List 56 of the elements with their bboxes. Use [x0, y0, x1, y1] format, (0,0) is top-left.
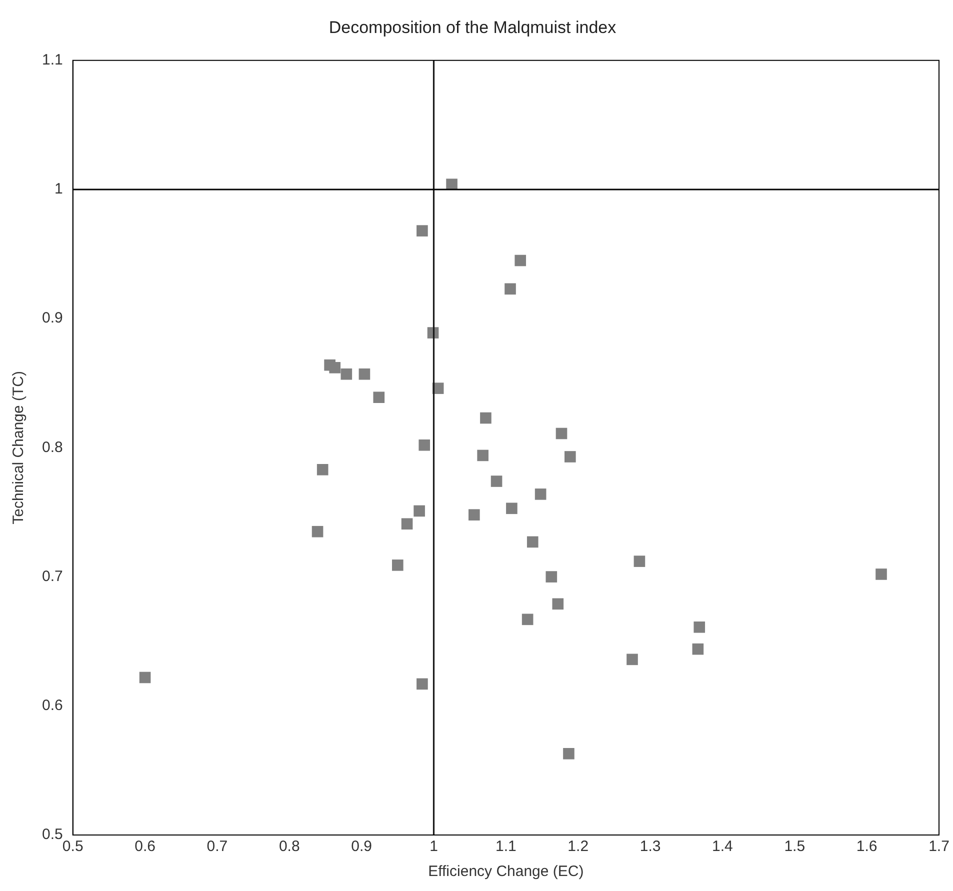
point — [556, 428, 568, 440]
point — [312, 526, 324, 538]
y-tick-label: 0.5 — [42, 826, 63, 844]
point — [480, 412, 492, 424]
chart-title: Decomposition of the Malqmuist index — [328, 18, 617, 37]
x-axis-title: Efficiency Change (EC) — [428, 863, 584, 880]
point — [316, 464, 328, 476]
point — [418, 439, 430, 451]
point — [552, 598, 564, 610]
point — [401, 518, 413, 530]
point — [392, 560, 404, 571]
x-tick-label: 1.7 — [928, 838, 950, 856]
x-tick-label: 1 — [430, 838, 438, 856]
point — [546, 571, 558, 582]
x-tick-label: 0.7 — [206, 838, 228, 856]
point — [634, 556, 646, 567]
point — [358, 368, 370, 380]
point — [626, 654, 638, 666]
point — [373, 392, 385, 404]
point — [506, 502, 518, 514]
point — [522, 614, 534, 626]
point — [329, 362, 341, 374]
x-tick-label: 1.4 — [712, 838, 733, 856]
x-tick-label: 0.6 — [134, 838, 156, 856]
x-tick-label: 1.1 — [495, 838, 516, 856]
point — [564, 451, 576, 462]
point — [416, 225, 428, 236]
y-tick-label: 0.7 — [42, 568, 63, 585]
y-tick-label: 0.9 — [42, 310, 63, 327]
point — [692, 643, 704, 655]
x-tick-label: 1.6 — [856, 838, 878, 856]
x-tick-label: 1.3 — [640, 838, 661, 856]
point — [563, 748, 574, 760]
point — [468, 509, 480, 520]
y-tick-label: 0.6 — [42, 697, 63, 714]
x-tick-label: 1.5 — [784, 838, 806, 856]
point — [694, 621, 706, 633]
x-tick-label: 0.5 — [62, 838, 84, 856]
y-tick-label: 1 — [54, 180, 63, 198]
point — [416, 678, 428, 690]
x-tick-label: 0.8 — [278, 838, 300, 856]
point — [414, 505, 425, 517]
point — [876, 568, 887, 580]
y-axis-title: Technical Change (TC) — [10, 370, 28, 524]
point — [526, 536, 538, 548]
y-tick-label: 0.8 — [42, 438, 63, 456]
point — [534, 488, 546, 500]
x-tick-label: 1.2 — [568, 838, 589, 856]
point — [477, 450, 488, 462]
point — [340, 368, 352, 380]
y-tick-label: 1.1 — [42, 52, 63, 69]
point — [514, 254, 526, 266]
point — [490, 476, 502, 487]
x-tick-label: 0.9 — [351, 838, 372, 856]
point — [504, 283, 516, 295]
point — [139, 672, 151, 684]
